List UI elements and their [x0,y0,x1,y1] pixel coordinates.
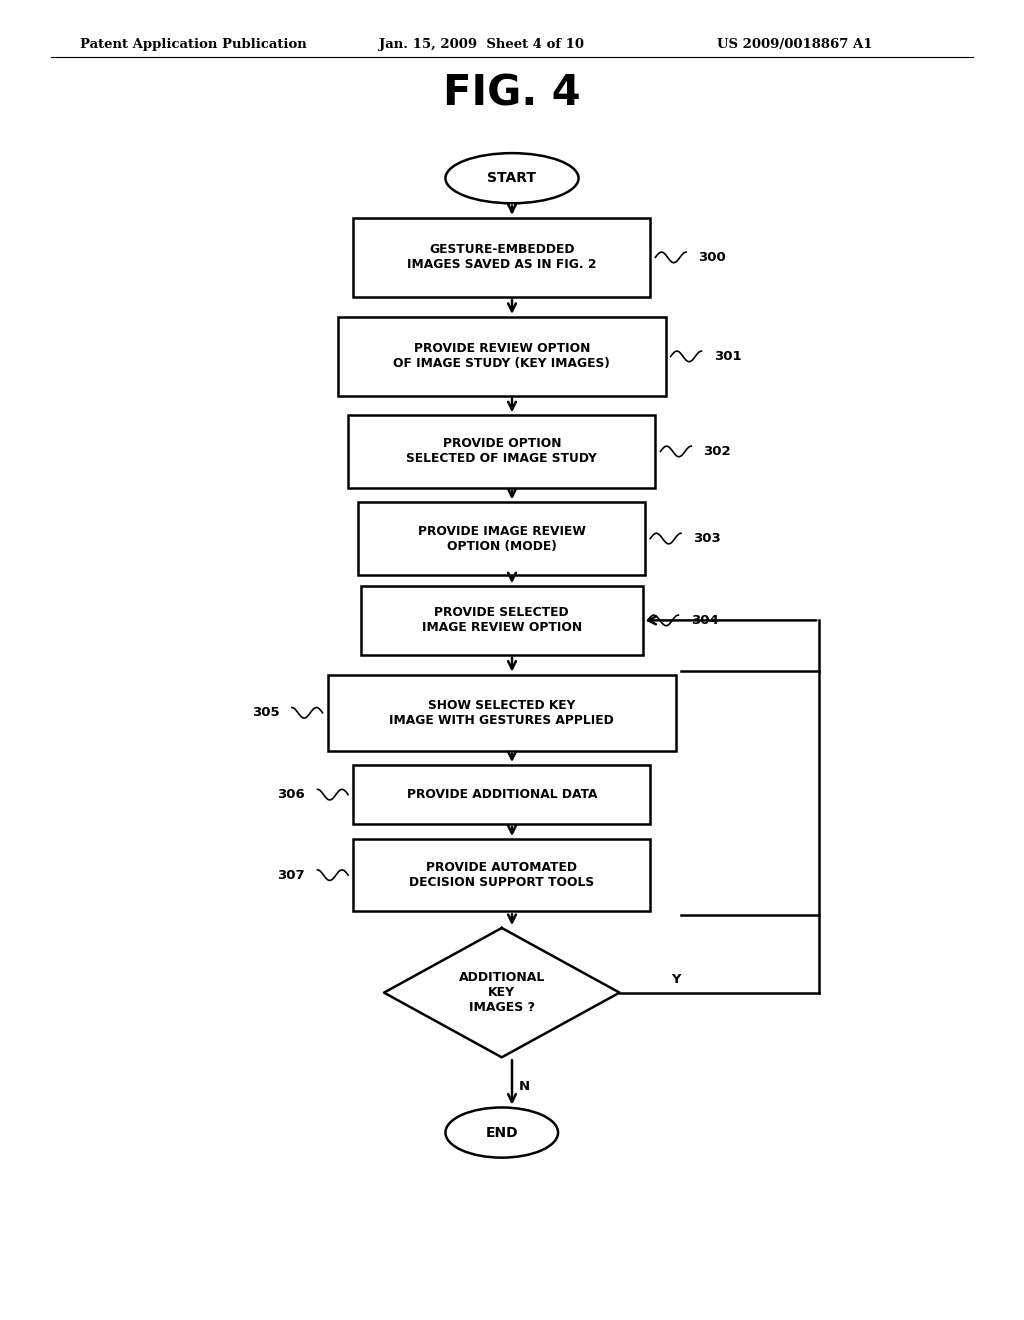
Text: SHOW SELECTED KEY
IMAGE WITH GESTURES APPLIED: SHOW SELECTED KEY IMAGE WITH GESTURES AP… [389,698,614,727]
Text: N: N [519,1080,529,1093]
Text: GESTURE-EMBEDDED
IMAGES SAVED AS IN FIG. 2: GESTURE-EMBEDDED IMAGES SAVED AS IN FIG.… [407,243,597,272]
FancyBboxPatch shape [328,675,676,751]
FancyBboxPatch shape [353,840,650,911]
Text: PROVIDE SELECTED
IMAGE REVIEW OPTION: PROVIDE SELECTED IMAGE REVIEW OPTION [422,606,582,635]
Text: PROVIDE AUTOMATED
DECISION SUPPORT TOOLS: PROVIDE AUTOMATED DECISION SUPPORT TOOLS [410,861,594,890]
FancyBboxPatch shape [360,586,643,655]
Text: ADDITIONAL
KEY
IMAGES ?: ADDITIONAL KEY IMAGES ? [459,972,545,1014]
Ellipse shape [445,1107,558,1158]
FancyBboxPatch shape [348,414,655,487]
Ellipse shape [445,153,579,203]
Text: FIG. 4: FIG. 4 [443,73,581,115]
FancyBboxPatch shape [353,218,650,297]
Text: 305: 305 [252,706,280,719]
Text: Patent Application Publication: Patent Application Publication [80,38,306,51]
Text: PROVIDE REVIEW OPTION
OF IMAGE STUDY (KEY IMAGES): PROVIDE REVIEW OPTION OF IMAGE STUDY (KE… [393,342,610,371]
Text: PROVIDE IMAGE REVIEW
OPTION (MODE): PROVIDE IMAGE REVIEW OPTION (MODE) [418,524,586,553]
Text: PROVIDE ADDITIONAL DATA: PROVIDE ADDITIONAL DATA [407,788,597,801]
FancyBboxPatch shape [353,766,650,824]
Text: START: START [487,172,537,185]
Text: END: END [485,1126,518,1139]
Text: Jan. 15, 2009  Sheet 4 of 10: Jan. 15, 2009 Sheet 4 of 10 [379,38,584,51]
Text: 304: 304 [690,614,719,627]
Text: 300: 300 [698,251,726,264]
FancyBboxPatch shape [338,317,666,396]
Text: PROVIDE OPTION
SELECTED OF IMAGE STUDY: PROVIDE OPTION SELECTED OF IMAGE STUDY [407,437,597,466]
Text: Y: Y [671,973,681,986]
FancyBboxPatch shape [358,502,645,576]
Text: US 2009/0018867 A1: US 2009/0018867 A1 [717,38,872,51]
Text: 303: 303 [693,532,721,545]
Polygon shape [384,928,620,1057]
Text: 302: 302 [703,445,731,458]
Text: 307: 307 [278,869,305,882]
Text: 301: 301 [714,350,741,363]
Text: 306: 306 [278,788,305,801]
